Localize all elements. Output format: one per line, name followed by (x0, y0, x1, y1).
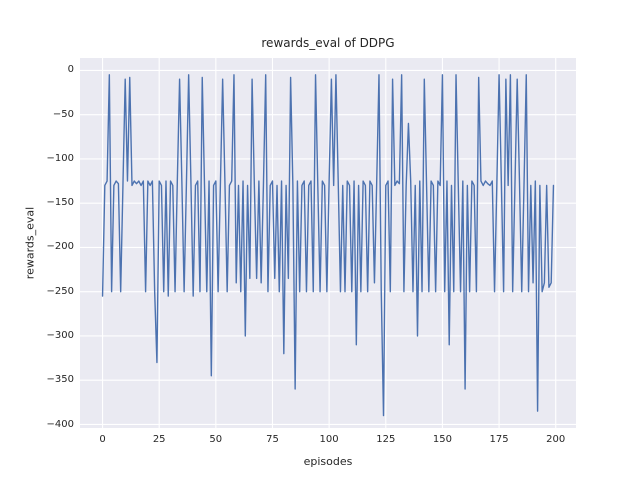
chart-title: rewards_eval of DDPG (261, 36, 395, 50)
y-tick-label: −150 (46, 197, 74, 209)
x-tick-label: 75 (266, 434, 279, 445)
series-line-rewards_eval (101, 74, 555, 417)
x-tick-label: 125 (376, 434, 396, 445)
x-tick-label: 150 (432, 434, 452, 445)
x-tick-label: 200 (546, 434, 566, 445)
y-tick-label: −50 (52, 108, 74, 120)
x-tick-label: 175 (489, 434, 509, 445)
y-axis-label: rewards_eval (23, 206, 37, 280)
x-tick-label: 0 (99, 434, 106, 445)
x-tick-label: 50 (209, 434, 223, 445)
y-axis-ticks: 0 −50 −100 −150 −200 −250 −300 −350 −400 (0, 58, 74, 429)
x-axis-label: episodes (303, 455, 353, 468)
y-tick-label: −100 (46, 152, 74, 164)
y-tick-label: −200 (46, 241, 74, 253)
x-axis-ticks: 0 25 50 75 100 125 150 175 200 (80, 433, 576, 447)
y-tick-label: −400 (46, 418, 74, 430)
x-tick-label: 100 (319, 434, 339, 445)
plot-canvas (80, 58, 576, 428)
y-tick-label: −350 (46, 374, 74, 386)
plot-area (80, 58, 576, 428)
y-tick-label: −250 (46, 285, 74, 297)
y-tick-label: −300 (46, 329, 74, 341)
x-tick-label: 25 (152, 434, 166, 445)
y-tick-label: 0 (67, 64, 74, 76)
